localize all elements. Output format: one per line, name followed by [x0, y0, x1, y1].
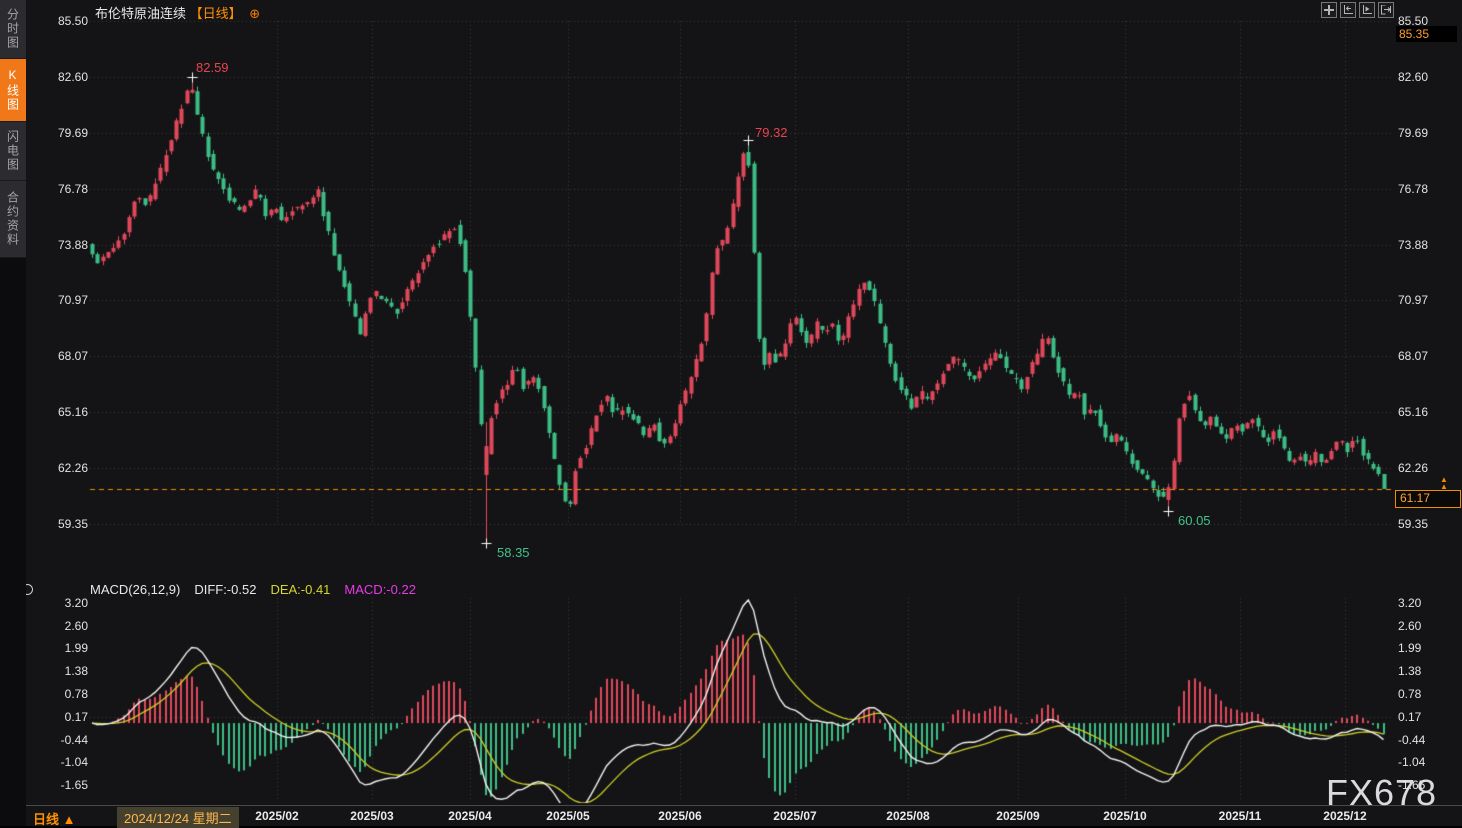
- price-tick-label: 76.78: [1398, 181, 1429, 196]
- pan-right-icon[interactable]: [1378, 2, 1394, 18]
- x-axis-month-label: 2025/07: [773, 809, 817, 823]
- price-tick-label: 79.69: [1398, 125, 1429, 140]
- sidebar-item-time-chart[interactable]: 分时图: [0, 0, 26, 59]
- last-price-marker-icon[interactable]: ▲ ▲: [1440, 475, 1448, 491]
- period-arrow-icon: ▲: [62, 812, 76, 827]
- move-crosshair-icon[interactable]: [1321, 2, 1337, 18]
- macd-tick-label: -1.04: [60, 755, 88, 770]
- period-label: 日线: [33, 812, 60, 827]
- price-tick-label: 68.07: [57, 349, 88, 364]
- macd-tick-label: 2.60: [64, 618, 88, 633]
- x-axis-month-label: 2025/09: [996, 809, 1040, 823]
- period-tag[interactable]: 【日线】: [189, 6, 242, 21]
- price-tick-label: 62.26: [57, 461, 88, 476]
- x-axis-month-label: 2025/10: [1103, 809, 1147, 823]
- macd-tick-label: 0.17: [64, 709, 88, 724]
- price-tick-label: 70.97: [57, 293, 88, 308]
- x-axis-month-label: 2025/12: [1323, 809, 1367, 823]
- price-tick-label: 65.16: [57, 405, 88, 420]
- price-tick-label: 82.60: [57, 69, 88, 84]
- macd-tick-label: -1.65: [1398, 778, 1426, 792]
- left-sidebar: 分时图 K线图 闪电图 合约资料: [0, 0, 26, 826]
- price-tick-label: 59.35: [57, 517, 88, 531]
- macd-tick-label: 0.78: [64, 686, 88, 701]
- annotation-jan-high: 82.59: [196, 60, 229, 75]
- axis-scale-left-icon[interactable]: [1340, 2, 1356, 18]
- x-axis-divider: [0, 805, 1462, 806]
- price-tick-label: 76.78: [57, 181, 88, 196]
- macd-tick-label: 3.20: [64, 596, 88, 610]
- price-tick-label: 68.07: [1398, 349, 1429, 364]
- price-tick-label: 65.16: [1398, 405, 1429, 420]
- sidebar-item-contract-info[interactable]: 合约资料: [0, 181, 26, 258]
- settings-icon[interactable]: ⊕: [249, 6, 261, 21]
- x-axis-month-label: 2025/03: [350, 809, 394, 823]
- macd-tick-label: 1.38: [64, 664, 88, 679]
- sidebar-item-flash-chart[interactable]: 闪电图: [0, 122, 26, 181]
- price-tick-label: 85.50: [57, 14, 88, 28]
- macd-diff-value: DIFF:-0.52: [194, 582, 257, 597]
- price-tick-label: 82.60: [1398, 69, 1429, 84]
- macd-tick-label: 0.17: [1398, 709, 1422, 724]
- last-price-label: 61.17: [1395, 490, 1461, 508]
- macd-macd-value: MACD:-0.22: [344, 582, 416, 597]
- x-axis-month-label: 2025/04: [448, 809, 492, 823]
- price-tick-label: 73.88: [1398, 237, 1429, 252]
- macd-tick-label: 1.99: [1398, 641, 1422, 656]
- price-tick-label: 85.50: [1398, 14, 1429, 28]
- macd-tick-label: -0.44: [60, 732, 88, 747]
- macd-tick-label: 1.99: [64, 641, 88, 656]
- chart-toolbar: [1321, 2, 1394, 18]
- macd-tick-label: 0.78: [1398, 686, 1422, 701]
- session-high-label: 85.35: [1396, 26, 1457, 42]
- macd-indicator-name[interactable]: MACD(26,12,9): [90, 582, 181, 597]
- x-axis-month-label: 2025/08: [886, 809, 930, 823]
- annotation-oct-low: 60.05: [1178, 513, 1211, 528]
- price-tick-label: 73.88: [57, 237, 88, 252]
- chart-header: 布伦特原油连续 【日线】 ⊕: [95, 3, 260, 22]
- macd-label-row: MACD(26,12,9) DIFF:-0.52 DEA:-0.41 MACD:…: [90, 582, 416, 597]
- x-axis-month-label: 2025/06: [658, 809, 702, 823]
- macd-tick-label: 1.38: [1398, 664, 1422, 679]
- macd-tick-label: 3.20: [1398, 596, 1422, 610]
- macd-tick-label: -1.65: [60, 778, 88, 792]
- price-tick-label: 59.35: [1398, 517, 1429, 531]
- annotation-jun-high: 79.32: [755, 125, 788, 140]
- macd-tick-label: 2.60: [1398, 618, 1422, 633]
- x-axis-month-label: 2025/05: [546, 809, 590, 823]
- x-axis-month-label: 2025/02: [255, 809, 299, 823]
- selected-date-label: 2024/12/24 星期二: [117, 807, 239, 828]
- macd-dea-value: DEA:-0.41: [270, 582, 331, 597]
- price-tick-label: 79.69: [57, 125, 88, 140]
- macd-tick-label: -1.04: [1398, 755, 1426, 770]
- axis-scale-right-icon[interactable]: [1359, 2, 1375, 18]
- x-axis-month-label: 2025/11: [1218, 809, 1262, 823]
- price-tick-label: 70.97: [1398, 293, 1429, 308]
- price-tick-label: 62.26: [1398, 461, 1429, 476]
- watermark: FX678: [1326, 772, 1438, 813]
- period-selector[interactable]: 日线 ▲: [33, 809, 76, 828]
- instrument-title: 布伦特原油连续: [95, 6, 187, 21]
- macd-tick-label: -0.44: [1398, 732, 1426, 747]
- annotation-apr-low: 58.35: [497, 545, 530, 560]
- sidebar-item-kline-chart[interactable]: K线图: [0, 59, 26, 122]
